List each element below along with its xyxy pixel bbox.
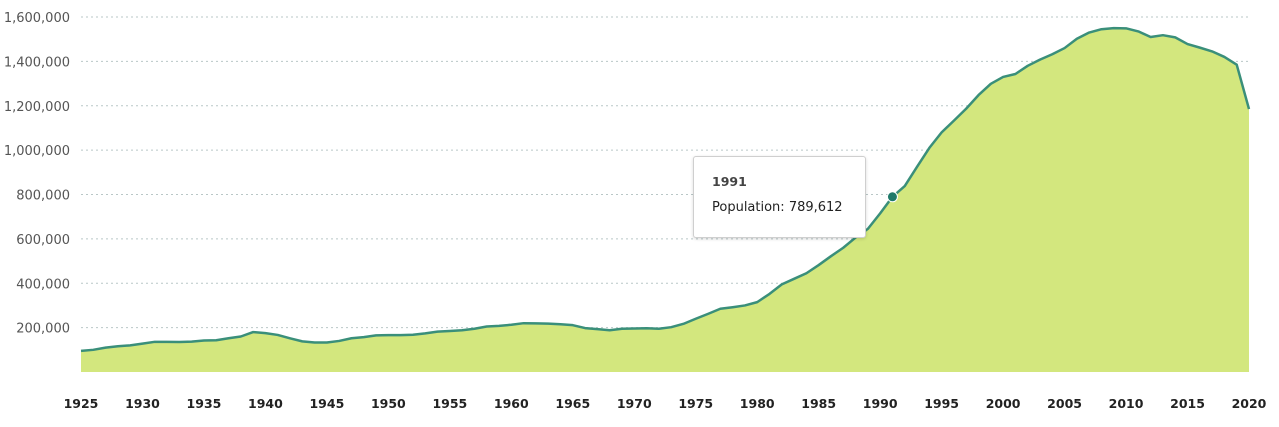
y-tick-label: 200,000 (16, 322, 70, 337)
x-tick-label: 1930 (125, 396, 160, 411)
population-series-line (80, 26, 1251, 353)
tooltip-value: Population: 789,612 (712, 200, 843, 215)
x-tick-label: 1955 (432, 396, 467, 411)
x-axis-tick-labels: 1925 1930 1935 1940 1945 1950 1955 1960 1965 1970… (64, 396, 1267, 411)
x-tick-label: 1975 (678, 396, 713, 411)
y-tick-label: 400,000 (16, 277, 70, 292)
x-tick-label: 1965 (555, 396, 590, 411)
x-tick-label: 2020 (1232, 396, 1267, 411)
y-tick-label: 1,600,000 (4, 11, 70, 26)
x-tick-label: 2010 (1109, 396, 1144, 411)
x-tick-label: 1980 (740, 396, 775, 411)
y-tick-label: 600,000 (16, 233, 70, 248)
x-tick-label: 2000 (986, 396, 1021, 411)
x-tick-label: 1945 (309, 396, 344, 411)
highlighted-data-point[interactable] (886, 191, 898, 203)
y-tick-label: 1,000,000 (4, 144, 70, 159)
x-tick-label: 1940 (248, 396, 283, 411)
x-tick-label: 2005 (1047, 396, 1082, 411)
x-tick-label: 1950 (371, 396, 406, 411)
x-tick-label: 1935 (187, 396, 222, 411)
data-tooltip: 1991 Population: 789,612 (693, 156, 866, 238)
y-axis-tick-labels: 200,000 400,000 600,000 800,000 1,000,000 1,2… (4, 11, 70, 337)
population-area-fill (81, 28, 1249, 373)
y-tick-label: 800,000 (16, 189, 70, 204)
x-tick-label: 1990 (863, 396, 898, 411)
x-tick-label: 2015 (1170, 396, 1205, 411)
y-tick-label: 1,400,000 (4, 55, 70, 70)
y-tick-label: 1,200,000 (4, 100, 70, 115)
x-tick-label: 1985 (801, 396, 836, 411)
x-tick-label: 1970 (617, 396, 652, 411)
x-tick-label: 1995 (924, 396, 959, 411)
x-tick-label: 1925 (64, 396, 99, 411)
x-tick-label: 1960 (494, 396, 529, 411)
tooltip-year: 1991 (712, 174, 747, 189)
